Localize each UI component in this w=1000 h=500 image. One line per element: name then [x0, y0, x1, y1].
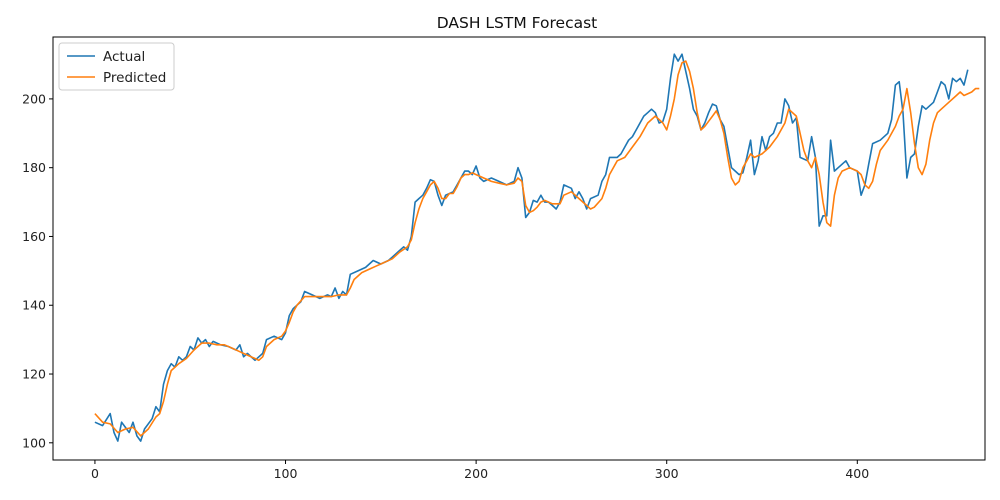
x-axis: 0 100 200 300 400: [91, 460, 869, 481]
y-tick-label: 180: [22, 160, 46, 175]
legend-box: [58, 42, 175, 91]
x-tick-label: 300: [655, 466, 679, 481]
y-tick-label: 100: [22, 435, 46, 450]
plot-frame: [52, 36, 986, 461]
series-layer: [94, 53, 980, 442]
plot-area: [52, 36, 986, 461]
y-axis: 100 120 140 160 180 200: [22, 91, 53, 450]
legend: Actual Predicted: [58, 42, 175, 91]
series-line-predicted: [94, 60, 980, 437]
chart-title: DASH LSTM Forecast: [437, 14, 598, 32]
x-tick-label: 200: [464, 466, 488, 481]
y-tick-label: 200: [22, 91, 46, 106]
x-tick-label: 100: [274, 466, 298, 481]
y-tick-label: 120: [22, 367, 46, 382]
legend-label-predicted: Predicted: [103, 70, 166, 86]
x-tick-label: 400: [845, 466, 869, 481]
x-tick-label: 0: [91, 466, 99, 481]
y-tick-label: 160: [22, 229, 46, 244]
y-tick-label: 140: [22, 298, 46, 313]
legend-label-actual: Actual: [103, 49, 145, 65]
